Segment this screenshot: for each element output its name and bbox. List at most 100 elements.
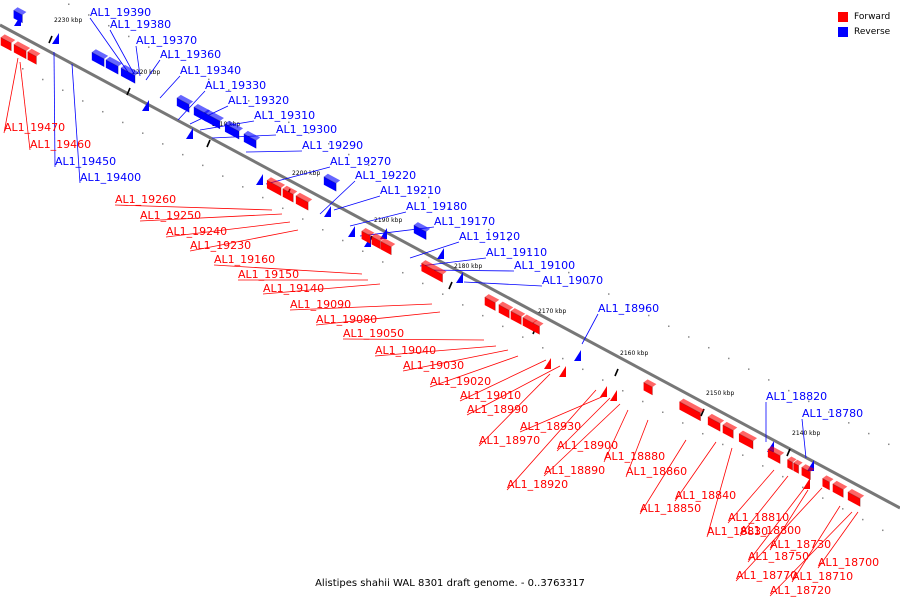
gene-body (801, 467, 811, 480)
guide-dot (342, 239, 344, 242)
gene-label: AL1_18850 (640, 502, 701, 515)
guide-dot (262, 196, 264, 199)
gene-top (847, 489, 865, 499)
leader-line (791, 505, 841, 583)
forward-gene (793, 459, 803, 474)
gene-outline (105, 59, 119, 75)
gene-label: AL1_19030 (403, 359, 464, 372)
gene-body (323, 176, 337, 192)
gene-body (266, 180, 282, 196)
gene-body (421, 263, 443, 283)
leader-line (333, 195, 381, 211)
leader-line (429, 355, 519, 388)
guide-dot (728, 357, 730, 360)
tick-label: 2180 kbp (454, 263, 482, 270)
tick-label: 2160 kbp (620, 350, 648, 357)
gene-body (295, 195, 309, 211)
guide-dot (248, 100, 250, 102)
guide-dot (88, 14, 90, 16)
tick-label: 2230 kbp (54, 17, 82, 24)
gene-label: AL1_19080 (316, 313, 377, 326)
leader-line (114, 204, 273, 211)
reverse-gene (323, 173, 341, 192)
legend-reverse-label: Reverse (854, 26, 891, 37)
gene-top (498, 301, 514, 311)
gene-top (13, 7, 27, 16)
tick-mark (206, 139, 211, 148)
gene-label: AL1_18890 (544, 464, 605, 477)
forward-gene (767, 446, 785, 464)
gene-body (176, 97, 190, 113)
guide-dot (62, 89, 64, 91)
gene-top (266, 177, 286, 188)
gene-body (707, 416, 721, 432)
forward-gene (722, 421, 738, 439)
gene-outline (323, 176, 337, 192)
leader-line (342, 338, 485, 341)
reverse-gene-small (14, 15, 21, 26)
tick-mark (448, 281, 453, 290)
gene-body (193, 107, 207, 122)
gene-outline (13, 44, 27, 60)
gene-top (822, 475, 834, 483)
guide-dot (468, 218, 470, 220)
gene-body (767, 449, 781, 464)
gene-label: AL1_18770 (736, 569, 797, 582)
gene-top (176, 94, 194, 105)
gene-label: AL1_18930 (520, 420, 581, 433)
reverse-gene-small (456, 272, 463, 283)
guide-dot (148, 46, 150, 48)
gene-label: AL1_19400 (80, 171, 141, 184)
gene-body (0, 37, 12, 52)
gene-label: AL1_19100 (514, 259, 575, 272)
forward-gene (822, 475, 834, 491)
gene-top (282, 185, 298, 195)
reverse-gene (105, 56, 123, 75)
label-leaders (3, 17, 859, 597)
gene-label: AL1_19110 (486, 246, 547, 259)
gene-top (787, 456, 797, 463)
gene-outline (484, 296, 496, 311)
gene-top (643, 379, 657, 388)
gene-outline (532, 322, 540, 335)
gene-outline (738, 433, 754, 450)
gene-outline (295, 195, 309, 211)
guide-dot (348, 153, 350, 156)
gene-label: AL1_18810 (728, 511, 789, 524)
gene-body (282, 188, 294, 203)
gene-label: AL1_19320 (228, 94, 289, 107)
gene-label: AL1_18970 (479, 434, 540, 447)
guide-dot (688, 336, 690, 338)
gene-outline (787, 459, 794, 471)
gene-outline (0, 37, 12, 52)
guide-dot (862, 518, 864, 521)
leader-line (727, 469, 775, 524)
guide-dot (522, 336, 524, 338)
genome-axis (0, 23, 900, 510)
gene-label: AL1_19380 (110, 18, 171, 31)
guide-dot (202, 164, 204, 167)
forward-gene-small (803, 478, 810, 489)
gene-top (361, 228, 375, 236)
gene-outline (91, 51, 105, 67)
guide-dot (828, 411, 830, 413)
reverse-gene-small (186, 128, 193, 139)
guide-dot (502, 325, 504, 328)
guide-dot (788, 389, 790, 392)
leader-line (289, 303, 433, 311)
leader-line (674, 441, 717, 502)
guide-dot (668, 325, 670, 327)
gene-label: AL1_18920 (507, 478, 568, 491)
guide-dot (748, 368, 750, 370)
legend: Forward Reverse (838, 9, 890, 39)
gene-outline (361, 230, 371, 244)
gene-top (522, 314, 538, 324)
forward-gene (484, 294, 500, 311)
guide-dot (108, 24, 110, 27)
gene-label: AL1_19070 (542, 274, 603, 287)
gene-label: AL1_18840 (675, 489, 736, 502)
gene-body (91, 52, 105, 67)
gene-body (13, 44, 27, 60)
